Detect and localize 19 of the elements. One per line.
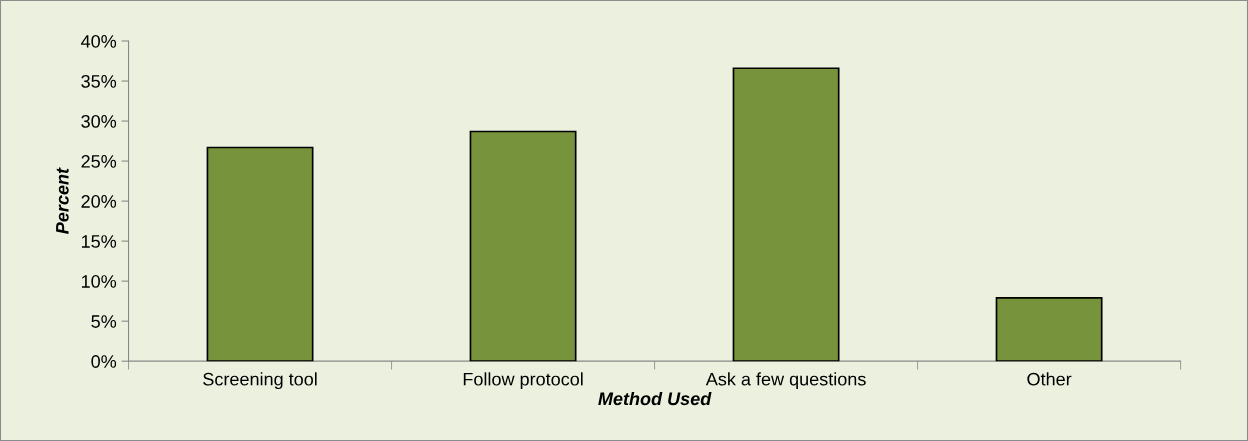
y-tick-label: 40% [81, 34, 117, 48]
x-tick-label: Other [1027, 372, 1072, 386]
x-axis-title: Method Used [598, 391, 712, 406]
y-tick-label: 10% [81, 275, 117, 288]
x-tick-label: Follow protocol [463, 372, 583, 390]
bar [206, 146, 314, 362]
y-axis-title: Percent [56, 167, 69, 234]
bar [469, 130, 577, 362]
y-tick-label: 30% [81, 114, 117, 128]
bar [732, 67, 840, 362]
y-tick-label: 0% [91, 355, 117, 368]
x-tick-label: Ask a few questions [705, 372, 866, 390]
y-tick-label: 5% [91, 315, 117, 328]
x-tick-label: Screening tool [203, 372, 317, 390]
y-tick-label: 15% [81, 235, 117, 248]
y-tick-label: 35% [81, 74, 117, 88]
bar [995, 297, 1103, 362]
y-tick-label: 20% [81, 195, 117, 208]
y-tick-label: 25% [81, 155, 117, 168]
